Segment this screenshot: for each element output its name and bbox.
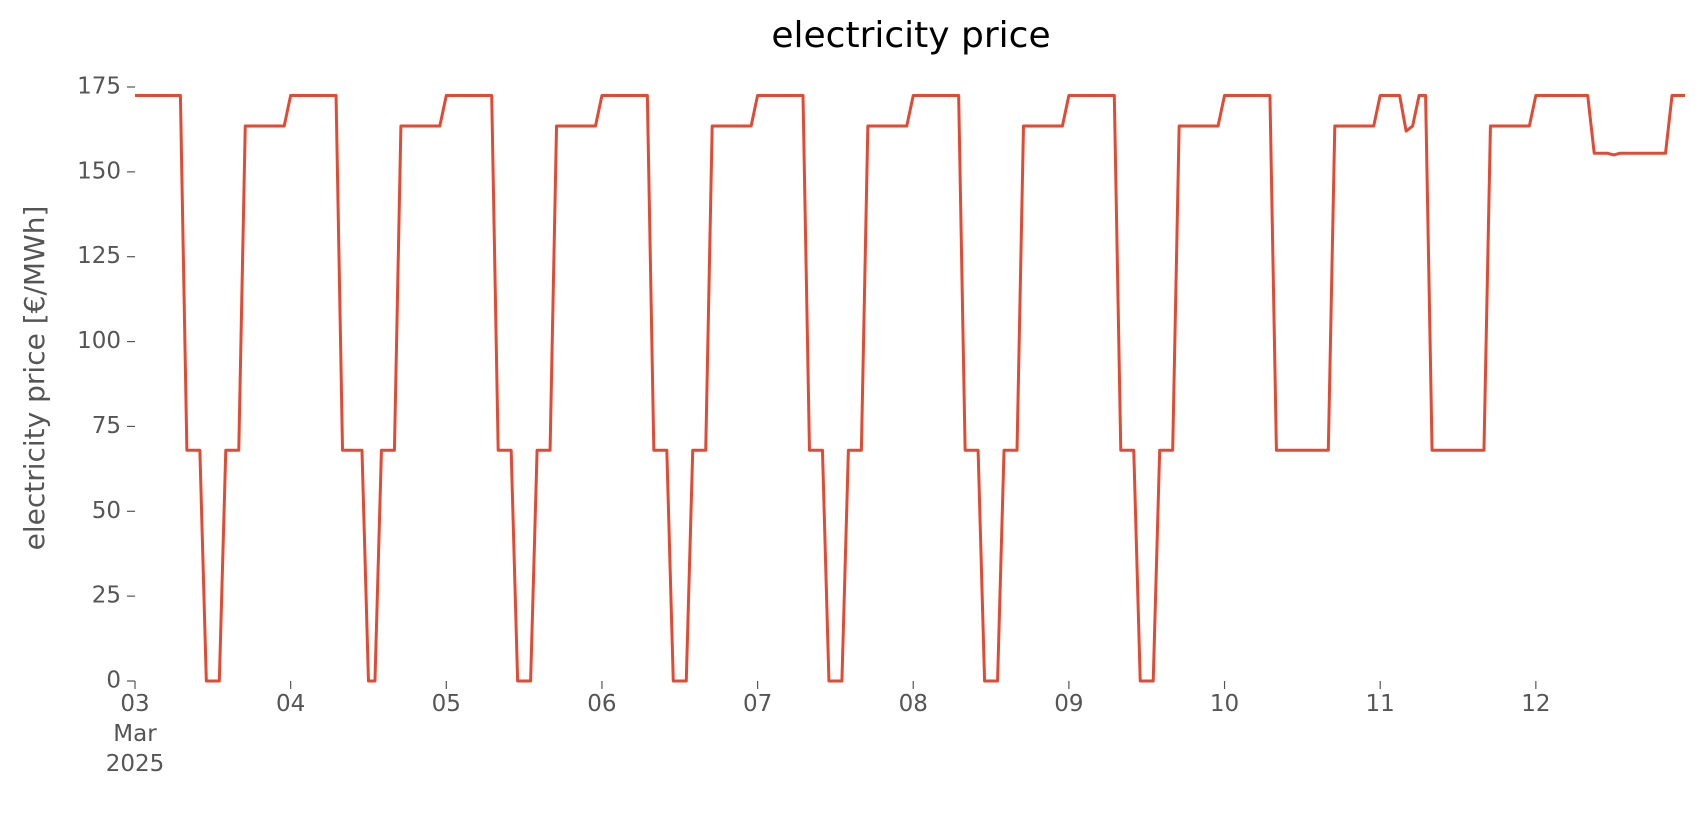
chart-title: electricity price bbox=[771, 15, 1050, 56]
x-tick-label: 12 bbox=[1521, 691, 1551, 717]
x-tick-label: 08 bbox=[898, 691, 928, 717]
x-tick-label: 04 bbox=[276, 691, 306, 717]
y-tick-label: 0 bbox=[106, 668, 121, 694]
y-tick-label: 125 bbox=[77, 243, 121, 269]
x-tick-label: 03 Mar 2025 bbox=[105, 691, 165, 777]
x-tick-label: 06 bbox=[587, 691, 617, 717]
x-tick-label: 11 bbox=[1365, 691, 1395, 717]
y-axis-label: electricity price [€/MWh] bbox=[18, 206, 51, 551]
x-tick-label: 05 bbox=[431, 691, 461, 717]
y-tick-label: 100 bbox=[77, 328, 121, 354]
x-tick-label: 10 bbox=[1209, 691, 1240, 717]
x-tick-label: 07 bbox=[742, 691, 773, 717]
y-tick-label: 75 bbox=[92, 413, 121, 439]
y-tick-label: 175 bbox=[77, 74, 121, 100]
y-tick-label: 25 bbox=[92, 583, 121, 609]
x-tick-label: 09 bbox=[1054, 691, 1084, 717]
y-tick-label: 150 bbox=[77, 158, 121, 184]
price-line bbox=[135, 93, 1685, 683]
y-tick-label: 50 bbox=[92, 498, 121, 524]
